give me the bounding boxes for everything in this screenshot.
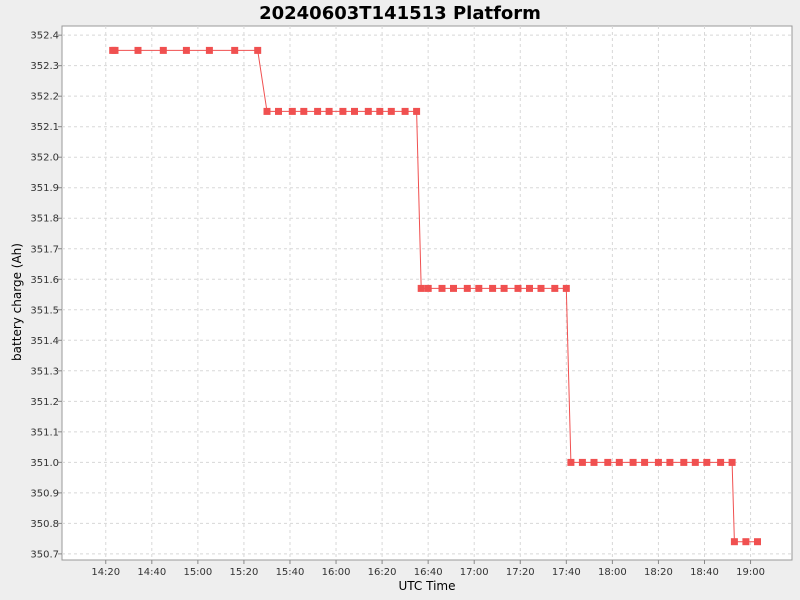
data-point <box>654 458 662 466</box>
data-point <box>475 284 483 292</box>
y-tick-label: 350.9 <box>30 488 59 499</box>
x-tick-label: 18:40 <box>690 567 719 578</box>
x-tick-label: 19:00 <box>736 567 765 578</box>
data-point <box>351 107 358 115</box>
y-axis-ticks: 350.7 350.8 350.9 351.0 351.1 351.2 351.3 351.4… <box>30 31 62 560</box>
data-point <box>728 458 736 466</box>
y-tick-label: 350.7 <box>30 549 59 560</box>
y-tick-label: 351.2 <box>30 397 59 408</box>
data-point <box>263 107 271 115</box>
y-tick-label: 350.8 <box>30 519 59 530</box>
y-tick-label: 351.3 <box>30 366 59 377</box>
x-tick-label: 15:00 <box>183 567 212 578</box>
y-tick-label: 352.0 <box>30 153 59 164</box>
y-tick-label: 352.3 <box>30 61 59 72</box>
data-point <box>376 107 384 115</box>
y-tick-label: 351.6 <box>30 275 59 286</box>
y-tick-label: 351.5 <box>30 305 59 316</box>
y-tick-label: 352.4 <box>30 31 59 42</box>
data-point <box>489 284 497 292</box>
y-tick-label: 351.0 <box>30 458 59 469</box>
data-point <box>551 284 559 292</box>
data-point <box>300 107 308 115</box>
y-tick-label: 351.4 <box>30 336 59 347</box>
data-point <box>450 284 457 292</box>
data-point <box>703 458 711 466</box>
y-tick-label: 351.8 <box>30 214 59 225</box>
x-tick-label: 17:00 <box>460 567 489 578</box>
data-point <box>754 538 761 546</box>
x-tick-label: 17:40 <box>552 567 581 578</box>
chart-title: 20240603T141513 Platform <box>259 3 541 24</box>
data-point <box>537 284 545 292</box>
y-tick-label: 352.1 <box>30 122 59 133</box>
data-point <box>691 458 699 466</box>
data-point <box>730 538 738 546</box>
x-axis-label: UTC Time <box>399 579 456 593</box>
data-point <box>275 107 282 115</box>
data-point <box>159 46 167 54</box>
series-battery-charge <box>109 46 761 546</box>
data-point <box>314 107 322 115</box>
data-point <box>401 107 409 115</box>
grid <box>62 26 792 560</box>
x-tick-label: 18:20 <box>644 567 673 578</box>
data-point <box>578 458 586 466</box>
data-point <box>666 458 674 466</box>
data-point <box>641 458 649 466</box>
data-point <box>413 107 421 115</box>
data-point <box>615 458 623 466</box>
data-point <box>288 107 296 115</box>
data-point <box>205 46 213 54</box>
y-tick-label: 351.7 <box>30 244 59 255</box>
data-point <box>604 458 612 466</box>
x-tick-label: 14:20 <box>91 567 120 578</box>
data-point <box>463 284 471 292</box>
data-point <box>717 458 725 466</box>
data-point <box>254 46 262 54</box>
data-point <box>629 458 637 466</box>
data-point <box>134 46 142 54</box>
data-point <box>742 538 750 546</box>
data-point <box>339 107 347 115</box>
data-point <box>567 458 575 466</box>
data-point <box>364 107 372 115</box>
data-point <box>680 458 688 466</box>
x-axis-ticks: 14:20 14:40 15:00 15:20 15:40 16:00 16:20 16:40… <box>91 560 765 578</box>
x-tick-label: 15:40 <box>276 567 305 578</box>
data-point <box>514 284 522 292</box>
data-point <box>438 284 446 292</box>
data-point <box>526 284 533 292</box>
data-point <box>387 107 395 115</box>
data-point <box>182 46 190 54</box>
x-tick-label: 14:40 <box>137 567 166 578</box>
data-point <box>590 458 598 466</box>
data-point <box>500 284 508 292</box>
data-point <box>562 284 570 292</box>
data-point <box>231 46 239 54</box>
y-tick-label: 352.2 <box>30 92 59 103</box>
data-point <box>424 284 432 292</box>
x-tick-label: 17:20 <box>506 567 535 578</box>
x-tick-label: 16:20 <box>368 567 397 578</box>
x-tick-label: 16:40 <box>414 567 443 578</box>
data-point <box>325 107 333 115</box>
data-point <box>417 284 425 292</box>
y-tick-label: 351.9 <box>30 183 59 194</box>
y-tick-label: 351.1 <box>30 427 59 438</box>
x-tick-label: 18:00 <box>598 567 627 578</box>
data-point <box>111 46 119 54</box>
plot-area <box>61 25 793 561</box>
x-tick-label: 16:00 <box>322 567 351 578</box>
x-tick-label: 15:20 <box>230 567 259 578</box>
y-axis-label: battery charge (Ah) <box>10 243 24 361</box>
